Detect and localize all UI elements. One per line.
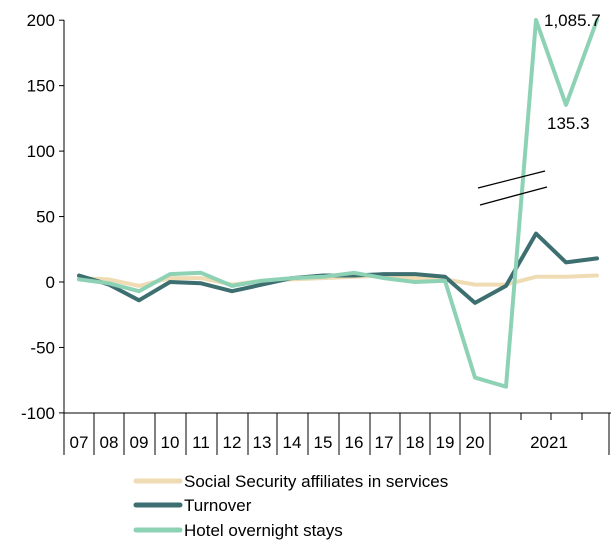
legend-label: Turnover bbox=[184, 496, 252, 515]
x-tick-label: 11 bbox=[192, 433, 210, 452]
x-tick-label-2021: 2021 bbox=[530, 433, 568, 452]
y-tick-label: 150 bbox=[27, 77, 55, 96]
x-tick-label: 12 bbox=[223, 433, 242, 452]
chart-series-lines bbox=[77, 18, 599, 389]
series-line-3 bbox=[77, 18, 599, 389]
x-tick-label: 19 bbox=[436, 433, 455, 452]
legend-item: Hotel overnight stays bbox=[133, 521, 343, 540]
x-tick-label: 09 bbox=[130, 433, 149, 452]
y-tick-label: 0 bbox=[46, 273, 55, 292]
legend-item: Social Security affiliates in services bbox=[133, 472, 448, 491]
x-tick-label: 15 bbox=[314, 433, 333, 452]
annotation-trough: 135.3 bbox=[547, 114, 590, 133]
legend-item: Turnover bbox=[133, 496, 252, 515]
x-tick-label: 13 bbox=[253, 433, 272, 452]
x-tick-label: 14 bbox=[283, 433, 302, 452]
axis-break-line bbox=[479, 186, 548, 206]
legend-label: Social Security affiliates in services bbox=[184, 472, 448, 491]
axis-break-marker bbox=[477, 170, 548, 206]
chart-legend: Social Security affiliates in services Tu… bbox=[133, 472, 448, 540]
x-tick-label: 20 bbox=[466, 433, 485, 452]
x-tick-label: 18 bbox=[406, 433, 425, 452]
x-tick-label: 07 bbox=[70, 433, 89, 452]
x-tick-label: 08 bbox=[100, 433, 119, 452]
y-tick-label: -50 bbox=[30, 338, 55, 357]
x-tick-label: 16 bbox=[345, 433, 364, 452]
axis-break-line bbox=[477, 170, 546, 189]
x-tick-label: 10 bbox=[161, 433, 180, 452]
x-tick-label: 17 bbox=[375, 433, 394, 452]
y-tick-label: 50 bbox=[36, 208, 55, 227]
y-tick-label: 200 bbox=[27, 11, 55, 30]
legend-label: Hotel overnight stays bbox=[184, 521, 343, 540]
y-tick-label: 100 bbox=[27, 142, 55, 161]
y-tick-label: -100 bbox=[21, 404, 55, 423]
chart-axes: 200 150 100 50 0 -50 -100 07 08 09 10 11 12 13 14 15 16 1… bbox=[21, 11, 611, 455]
annotation-peak: 1,085.7 bbox=[544, 11, 601, 30]
